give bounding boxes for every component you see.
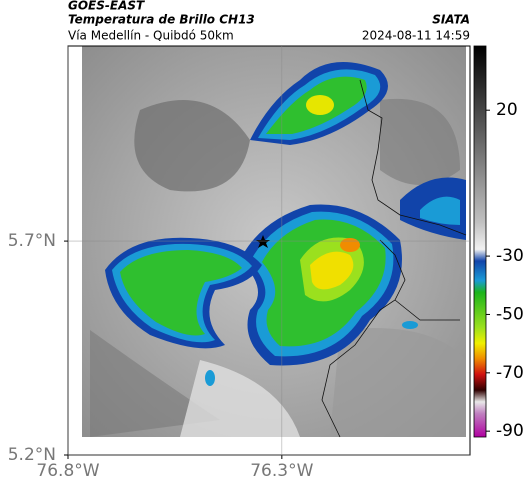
colorbar [473,45,487,438]
x-tick-label: 76.3°W [250,461,313,481]
axes: 76.8°W 76.3°W 5.7°N 5.2°N 20 -30 -50 -70 -90 [8,46,524,481]
colorbar-tick-label: -30 [496,246,524,266]
title: Temperatura de Brillo CH13 [68,13,255,27]
subtitle: Vía Medellín - Quibdó 50km [68,29,234,43]
datetime: 2024-08-11 14:59 [362,29,470,43]
org: SIATA [432,13,470,27]
y-tick-label: 5.7°N [8,231,56,251]
source: GOES-EAST [68,0,145,13]
x-tick-label: 76.8°W [36,461,99,481]
satellite-image [82,46,467,438]
colorbar-tick-label: -70 [496,363,524,383]
y-tick-label: 5.2°N [8,445,56,465]
colorbar-tick-label: -90 [496,421,524,441]
colorbar-tick-label: 20 [496,100,518,120]
colorbar-tick-label: -50 [496,304,524,324]
